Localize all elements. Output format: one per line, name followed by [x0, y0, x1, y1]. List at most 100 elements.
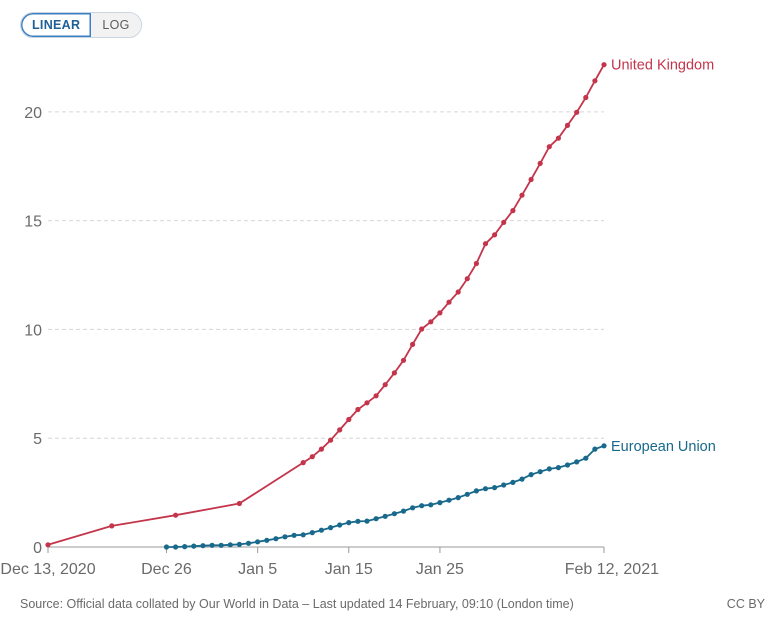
source-note: Source: Official data collated by Our Wo…: [20, 597, 574, 611]
data-point: [428, 319, 434, 325]
data-point: [364, 400, 370, 406]
data-point: [492, 232, 498, 238]
data-point: [564, 122, 571, 128]
data-point: [382, 382, 388, 388]
line-chart: 0 5 10 15 20 Dec 13, 2020 Dec 26 Jan 5 Jan 15 Ja…: [0, 58, 716, 578]
x-tick-label: Dec 26: [141, 561, 192, 578]
data-point: [391, 511, 397, 517]
data-point: [574, 109, 580, 115]
linear-scale-button[interactable]: LINEAR: [21, 13, 92, 37]
data-point: [236, 541, 242, 548]
data-point: [464, 276, 470, 282]
data-point: [337, 427, 343, 433]
series-group: United Kingdom European Union: [45, 58, 716, 550]
data-point: [173, 512, 179, 518]
data-point: [410, 505, 416, 511]
data-point: [510, 479, 516, 485]
series-line: [166, 444, 605, 548]
data-point: [419, 326, 425, 332]
y-axis: 0 5 10 15 20: [24, 105, 42, 557]
data-point: [200, 543, 206, 549]
data-point: [355, 406, 361, 413]
data-point: [537, 469, 543, 475]
x-tick-label: Feb 12, 2021: [565, 561, 659, 578]
x-tick-label: Jan 25: [416, 561, 464, 578]
y-tick-label: 10: [24, 322, 42, 339]
data-point: [163, 544, 170, 550]
data-point: [191, 543, 197, 549]
gridlines: [48, 111, 604, 439]
data-point: [437, 310, 443, 316]
data-point: [473, 488, 479, 494]
data-point: [309, 530, 315, 536]
data-point: [492, 485, 498, 491]
data-point: [373, 393, 379, 399]
data-point: [182, 544, 188, 550]
data-point: [346, 520, 352, 526]
scale-toggle: LINEAR LOG: [20, 12, 142, 38]
data-point: [501, 219, 507, 225]
data-point: [318, 446, 324, 452]
data-point: [227, 542, 233, 548]
data-point: [382, 513, 388, 519]
chart-footer: Source: Official data collated by Our Wo…: [20, 597, 765, 611]
data-point: [373, 516, 379, 522]
data-point: [564, 462, 571, 468]
series-line: [47, 64, 605, 546]
data-point: [528, 472, 534, 478]
data-point: [519, 476, 525, 482]
data-point: [601, 62, 607, 68]
x-tick-label: Dec 13, 2020: [0, 561, 95, 578]
data-point: [482, 486, 489, 492]
data-point: [209, 542, 215, 548]
license-link[interactable]: CC BY: [726, 597, 765, 611]
data-point: [282, 534, 288, 540]
data-point: [546, 144, 552, 150]
y-tick-label: 5: [33, 431, 42, 448]
data-point: [218, 542, 224, 548]
data-point: [400, 357, 407, 363]
data-point: [291, 532, 297, 538]
data-point: [328, 525, 334, 531]
data-point: [318, 527, 324, 533]
data-point: [592, 78, 598, 84]
data-point: [437, 500, 443, 506]
x-axis: Dec 13, 2020 Dec 26 Jan 5 Jan 15 Jan 25 Feb 1…: [0, 546, 659, 578]
data-point: [337, 522, 343, 528]
data-point: [592, 446, 598, 452]
data-point: [300, 532, 306, 538]
data-point: [501, 482, 507, 488]
log-scale-button[interactable]: LOG: [91, 13, 141, 37]
y-tick-label: 20: [24, 105, 42, 122]
data-point: [355, 518, 361, 524]
data-point: [473, 260, 479, 267]
data-point: [346, 416, 352, 423]
data-point: [410, 341, 416, 347]
data-point: [173, 544, 179, 550]
data-point: [245, 540, 252, 546]
data-point: [546, 466, 552, 472]
data-point: [482, 241, 489, 247]
data-point: [455, 495, 461, 501]
data-point: [364, 518, 370, 524]
data-point: [273, 536, 279, 542]
data-point: [328, 437, 334, 443]
data-point: [555, 135, 562, 141]
x-tick-label: Jan 15: [325, 561, 373, 578]
y-tick-label: 0: [33, 540, 42, 557]
data-point: [601, 443, 607, 449]
data-point: [236, 500, 242, 507]
data-point: [391, 370, 397, 376]
y-tick-label: 15: [24, 214, 42, 231]
data-point: [45, 542, 51, 548]
x-tick-label: Jan 5: [238, 561, 277, 578]
data-point: [583, 455, 589, 461]
data-point: [446, 299, 452, 305]
data-point: [519, 192, 525, 198]
data-point: [583, 94, 589, 101]
data-point: [109, 523, 115, 529]
data-point: [528, 176, 534, 183]
data-point: [446, 497, 452, 503]
data-point: [400, 508, 407, 514]
data-point: [255, 539, 261, 545]
